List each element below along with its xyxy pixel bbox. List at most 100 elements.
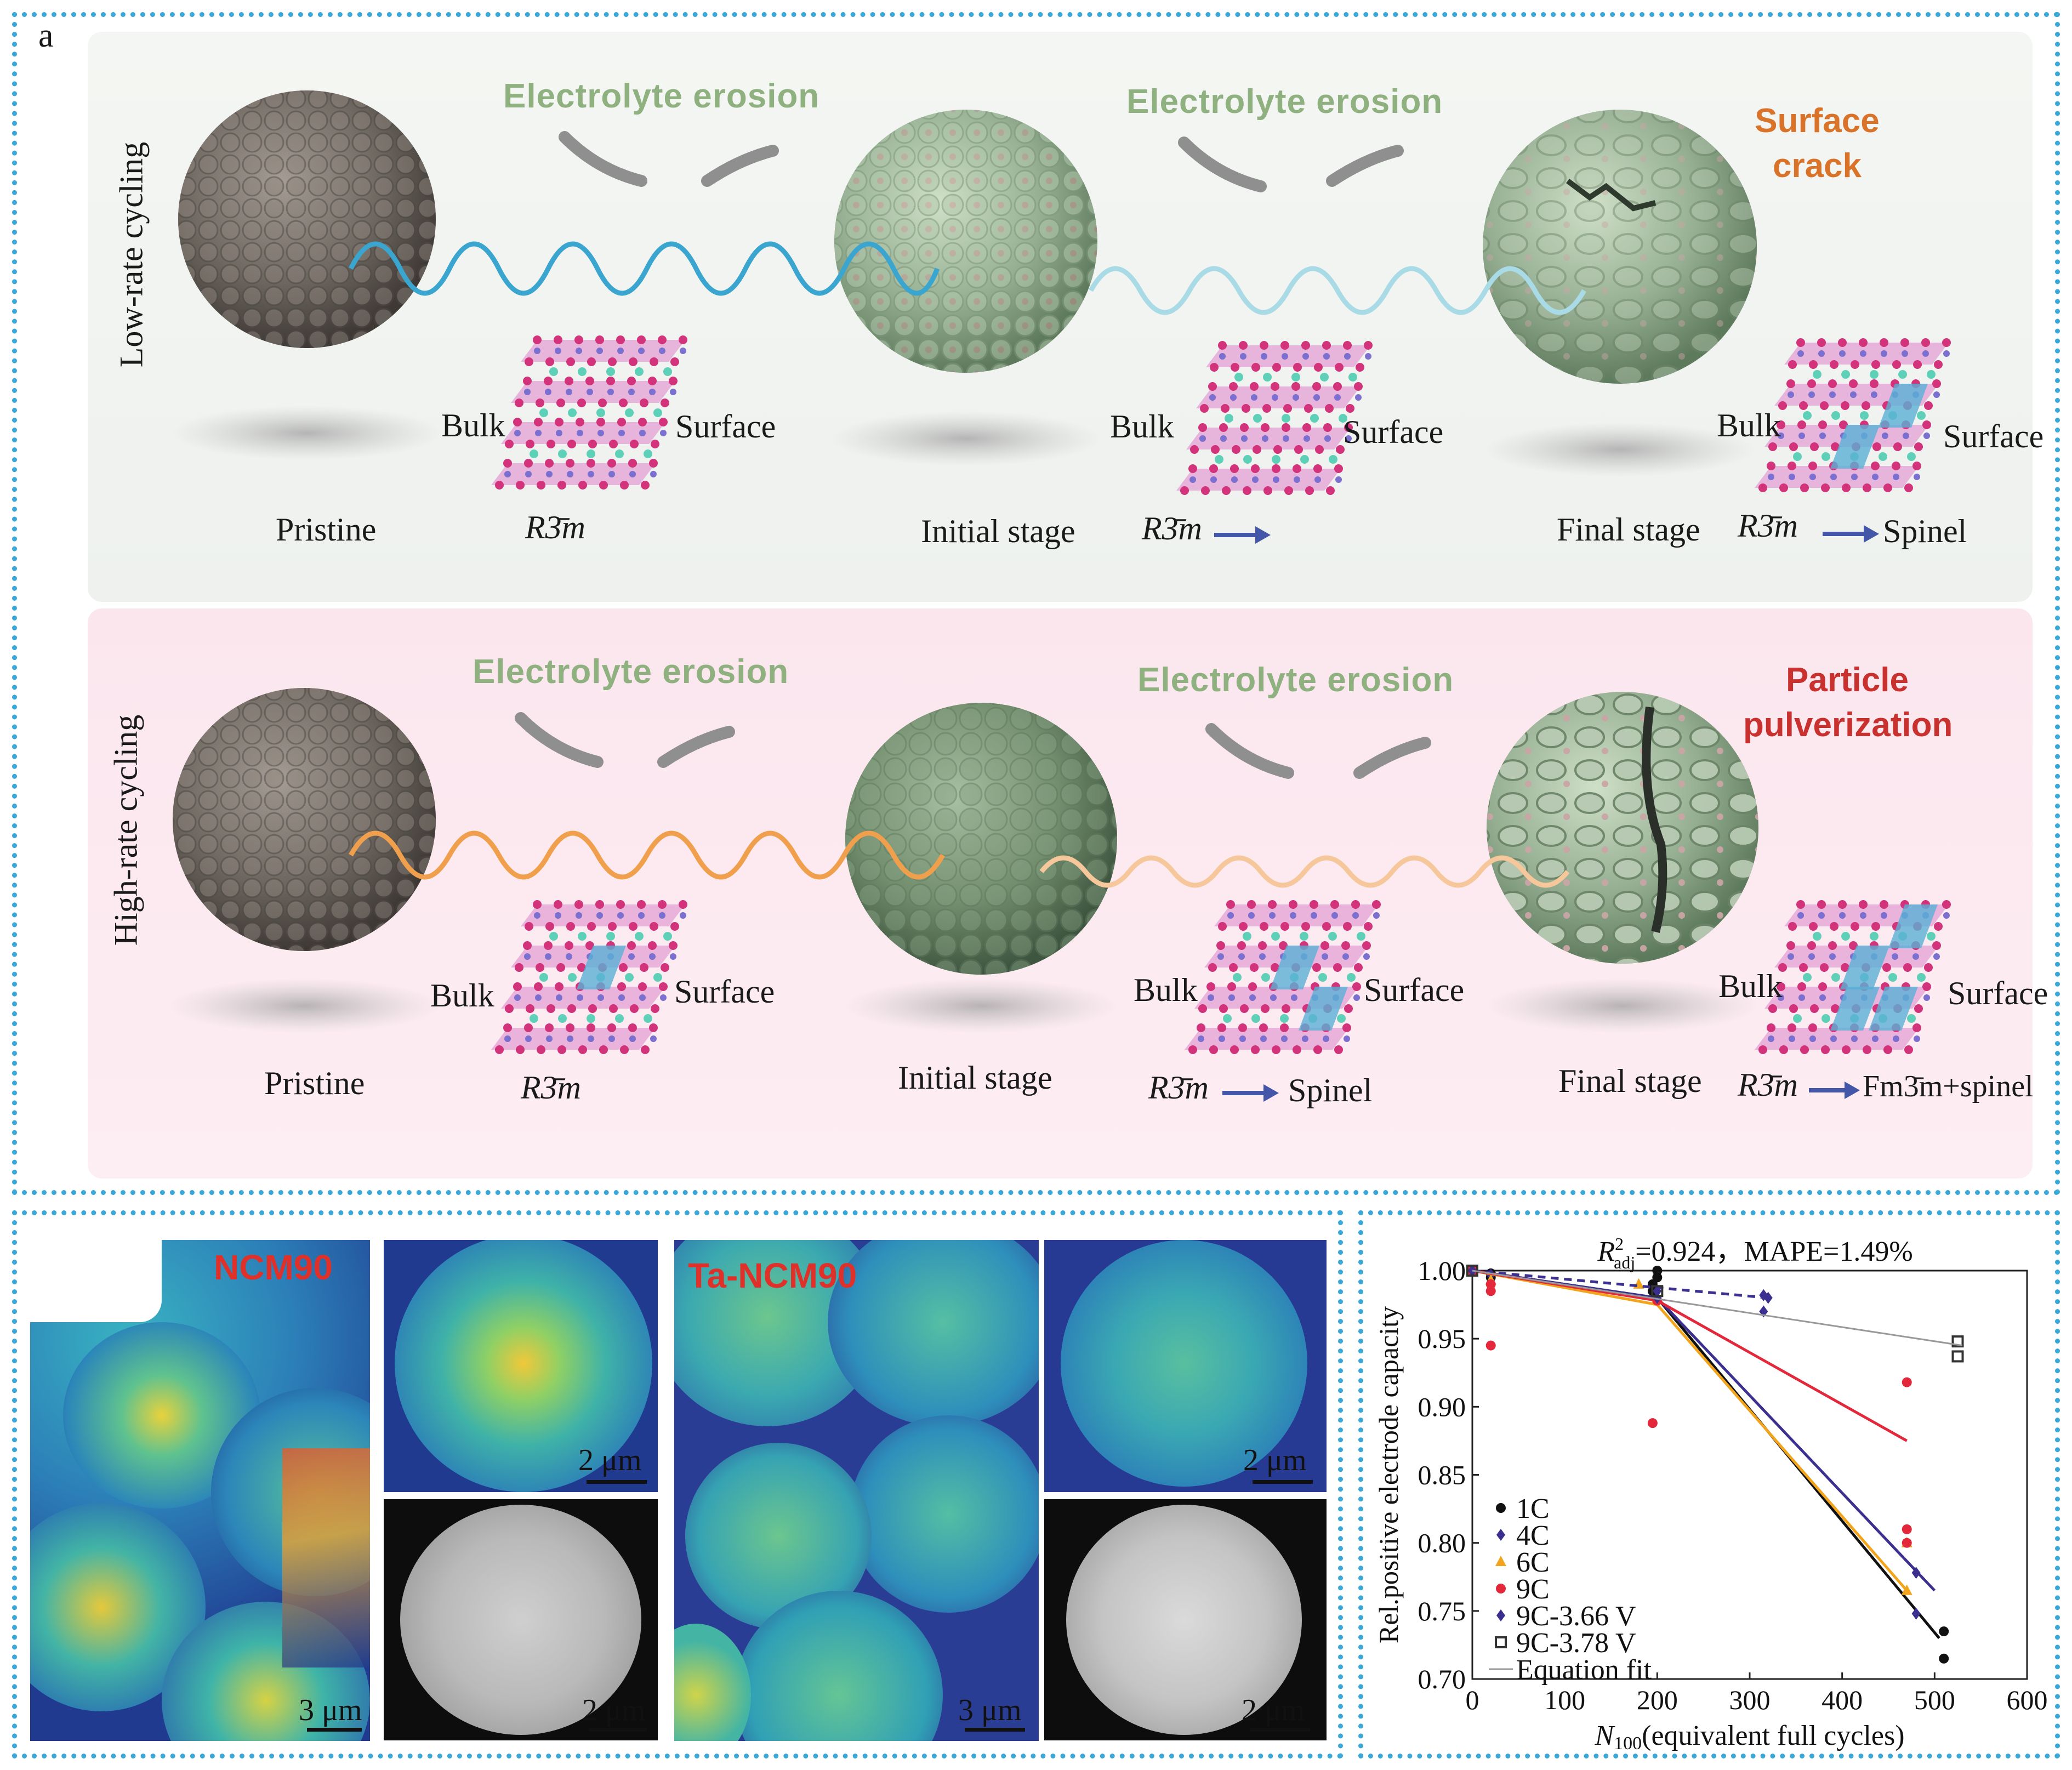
surface-label: Surface — [1343, 414, 1444, 450]
atom — [1310, 414, 1319, 423]
atom — [1282, 353, 1288, 360]
surface-label: Surface — [1943, 418, 2044, 454]
atom — [576, 348, 582, 354]
atom — [1768, 1004, 1777, 1013]
ncm90-main-map — [30, 1240, 370, 1741]
atom — [577, 994, 583, 1001]
atom — [1872, 442, 1881, 451]
fit-line — [1472, 1269, 1908, 1442]
atom — [578, 932, 587, 941]
atom — [1914, 474, 1920, 480]
data-point — [1902, 1538, 1912, 1548]
atom — [1818, 982, 1827, 991]
phase-arrow — [1222, 1091, 1266, 1095]
atom — [1871, 462, 1880, 470]
ncm90-title: NCM90 — [214, 1248, 333, 1287]
phase-arrow-head — [1864, 525, 1879, 543]
atom — [638, 982, 647, 991]
atom — [629, 357, 637, 366]
atom — [1839, 350, 1846, 357]
scale-bar — [1250, 1728, 1310, 1732]
atom — [1231, 363, 1239, 372]
atom — [1344, 353, 1351, 360]
atom — [1260, 341, 1268, 350]
atom — [1291, 373, 1300, 382]
ta-ncm90-zoom-map — [1044, 1240, 1327, 1492]
atom — [1272, 455, 1280, 464]
atom — [587, 1023, 595, 1032]
atom — [1923, 994, 1930, 1001]
scale-bar-label: 2 μm — [578, 1443, 642, 1477]
atom — [649, 459, 658, 468]
atom — [650, 471, 657, 477]
atom — [1210, 363, 1219, 372]
atom — [617, 912, 624, 919]
atom — [556, 963, 565, 972]
spinel-domain — [1830, 987, 1880, 1031]
atom — [516, 481, 525, 490]
atom — [1839, 912, 1846, 919]
atom — [1870, 379, 1879, 388]
atom — [661, 963, 669, 972]
atom — [1849, 941, 1858, 950]
atom — [1261, 1004, 1270, 1013]
atom — [1849, 379, 1858, 388]
ncm90-zoom-map — [384, 1240, 658, 1492]
atom — [660, 994, 667, 1001]
atom — [625, 973, 634, 982]
stage-initial: Initial stage — [898, 1060, 1052, 1096]
atom — [566, 389, 572, 395]
atom — [1943, 912, 1950, 919]
atom — [1199, 435, 1206, 442]
atom — [1300, 932, 1308, 941]
atom — [637, 900, 646, 909]
atom — [1230, 464, 1239, 473]
atom — [567, 1004, 576, 1013]
atom — [1279, 941, 1288, 950]
atom — [648, 941, 657, 950]
atom — [1365, 353, 1371, 360]
atom — [547, 1004, 555, 1013]
atom — [651, 1004, 659, 1013]
atom — [1190, 445, 1199, 454]
atom — [1260, 1035, 1267, 1042]
atom — [1851, 474, 1858, 480]
atom — [1927, 370, 1936, 379]
atom — [1851, 922, 1859, 931]
atom — [1335, 363, 1344, 372]
atom — [1225, 414, 1233, 423]
atom — [1863, 1045, 1871, 1054]
atom — [577, 963, 586, 972]
atom — [1870, 932, 1879, 941]
y-tick-label: 0.80 — [1418, 1528, 1466, 1558]
atom — [1800, 1045, 1809, 1054]
atom — [535, 430, 542, 436]
atom — [1347, 973, 1356, 982]
atom — [1334, 394, 1341, 401]
spinel-domain — [1830, 425, 1880, 469]
atom — [659, 912, 665, 919]
atom — [1258, 941, 1267, 950]
atom — [635, 932, 644, 941]
erosion-label-4: Electrolyte erosion — [1137, 661, 1454, 699]
atom — [545, 1023, 554, 1032]
atom — [649, 953, 656, 960]
atom — [1933, 391, 1940, 398]
atom — [1817, 338, 1826, 347]
surface-label: Surface — [674, 974, 775, 1010]
atom — [513, 418, 522, 426]
atom — [537, 1045, 545, 1054]
x-tick-label: 600 — [2007, 1684, 2048, 1715]
atom — [597, 994, 604, 1001]
atom — [567, 471, 573, 477]
y-tick-label: 1.00 — [1418, 1255, 1466, 1286]
atom — [597, 430, 604, 436]
atom — [535, 994, 542, 1001]
atom — [524, 389, 531, 395]
atom — [1907, 1014, 1916, 1023]
atom — [525, 357, 533, 366]
atom — [1851, 1035, 1858, 1042]
y-tick-label: 0.85 — [1418, 1460, 1466, 1490]
atom — [1271, 963, 1279, 972]
atom — [1808, 391, 1815, 398]
